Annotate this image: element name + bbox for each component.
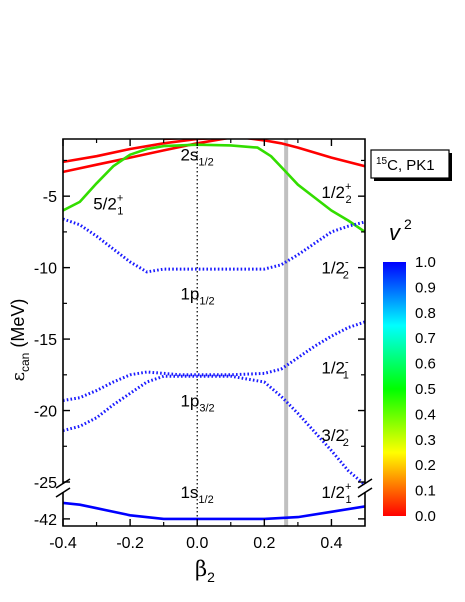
x-axis-label-main: β	[195, 557, 207, 581]
x-axis-label-sub: 2	[207, 569, 215, 585]
level-label-10: 1/2+ 1	[321, 481, 351, 506]
colorbar-tick-label: 0.8	[415, 305, 436, 322]
level-label-sub: 1	[117, 205, 123, 217]
legend-box-shadow	[449, 153, 452, 181]
colorbar-label-sup: 2	[404, 216, 412, 232]
legend-main: C, PK1	[387, 157, 435, 174]
axis-break-mark	[55, 478, 71, 489]
level-label-1: 2s1/2	[180, 146, 213, 169]
colorbar-tick-label: 1.0	[415, 254, 436, 271]
level-label-main: 1p	[180, 284, 199, 303]
colorbar-tick-label: 0.0	[415, 508, 436, 525]
axis-break-mark	[357, 478, 373, 489]
level-label-8: 3/2-2	[321, 424, 349, 449]
level-label-main: 1/2	[321, 183, 345, 202]
level-label-sub: 1/2	[198, 157, 213, 169]
level-label-sub: 1/2	[199, 295, 214, 307]
level-label-sub: 1	[345, 494, 351, 506]
level-label-sup: +	[345, 481, 351, 493]
plot-frame-upper	[62, 138, 366, 484]
level-label-sup: +	[345, 181, 351, 193]
level-label-sup: -	[345, 357, 349, 369]
level-label-sub: 3/2	[199, 403, 214, 415]
colorbar-tick-label: 0.5	[415, 381, 436, 398]
level-label-main: 1/2	[321, 359, 345, 378]
y-axis-label-main: ε	[8, 372, 29, 381]
y-tick-label: -25	[34, 475, 57, 492]
level-label-9: 1s1/2	[180, 483, 213, 506]
legend-box-shadow	[374, 178, 452, 181]
level-label-4: 1/2-2	[321, 257, 349, 282]
level-label-main: 1p	[180, 392, 199, 411]
colorbar-tick-label: 0.4	[415, 406, 436, 423]
y-tick-label: -10	[34, 261, 57, 278]
colorbar-tick-label: 0.7	[415, 330, 436, 347]
x-tick-label: 0.2	[253, 535, 275, 552]
axis-break-mark	[55, 487, 71, 498]
x-tick-label: 0.0	[186, 535, 208, 552]
colorbar-tick-label: 0.2	[415, 457, 436, 474]
y-axis-label-unit: (MeV)	[8, 299, 28, 353]
x-tick-label: -0.2	[116, 535, 144, 552]
level-label-main: 1/2	[321, 483, 345, 502]
legend-text: 15C, PK1	[376, 156, 435, 174]
series-line-8	[63, 374, 365, 487]
series-line-6	[63, 217, 365, 274]
colorbar-tick-label: 0.3	[415, 432, 436, 449]
level-label-sub: 2	[343, 437, 349, 449]
x-tick-label: -0.4	[49, 535, 77, 552]
series-line-1	[63, 139, 229, 164]
level-label-main: 1/2	[321, 259, 345, 278]
y-axis-label-sub: can	[18, 353, 32, 372]
y-axis-label: εcan (MeV)	[8, 299, 32, 382]
colorbar-label-main: v	[389, 220, 402, 245]
y-tick-label: -5	[43, 189, 57, 206]
legend-sup: 15	[376, 156, 388, 167]
colorbar-tick-label: 0.6	[415, 356, 436, 373]
level-label-sub: 2	[343, 270, 349, 282]
y-tick-label: -42	[34, 512, 57, 529]
colorbar-tick-label: 0.9	[415, 279, 436, 296]
level-label-main: 1s	[180, 483, 198, 502]
series-line-5	[63, 143, 365, 233]
colorbar	[383, 262, 406, 516]
level-label-5: 1p1/2	[180, 284, 214, 307]
level-label-main: 5/2	[93, 194, 117, 213]
axis-break-mark	[357, 487, 373, 498]
series-line-4	[163, 139, 195, 141]
level-label-sup: +	[117, 192, 123, 204]
series-line-7	[63, 320, 365, 402]
level-label-3: 1/2+ 2	[321, 181, 351, 206]
level-label-sup: -	[345, 424, 349, 436]
colorbar-tick-label: 0.1	[415, 483, 436, 500]
series-line-9	[63, 501, 365, 521]
level-label-sub: 1/2	[198, 494, 213, 506]
x-axis-label: β2	[195, 557, 215, 585]
level-label-6: 1/2-1	[321, 357, 349, 382]
level-label-2: 5/2+ 1	[93, 192, 123, 217]
plot-frame-lower	[62, 492, 366, 527]
y-tick-label: -20	[34, 404, 57, 421]
y-tick-label: -15	[34, 332, 57, 349]
level-label-sup: -	[345, 257, 349, 269]
level-label-sub: 2	[345, 194, 351, 206]
level-label-7: 1p3/2	[180, 392, 214, 415]
x-tick-label: 0.4	[320, 535, 342, 552]
level-label-sub: 1	[343, 370, 349, 382]
level-label-main: 3/2	[321, 426, 345, 445]
level-label-main: 2s	[180, 146, 198, 165]
